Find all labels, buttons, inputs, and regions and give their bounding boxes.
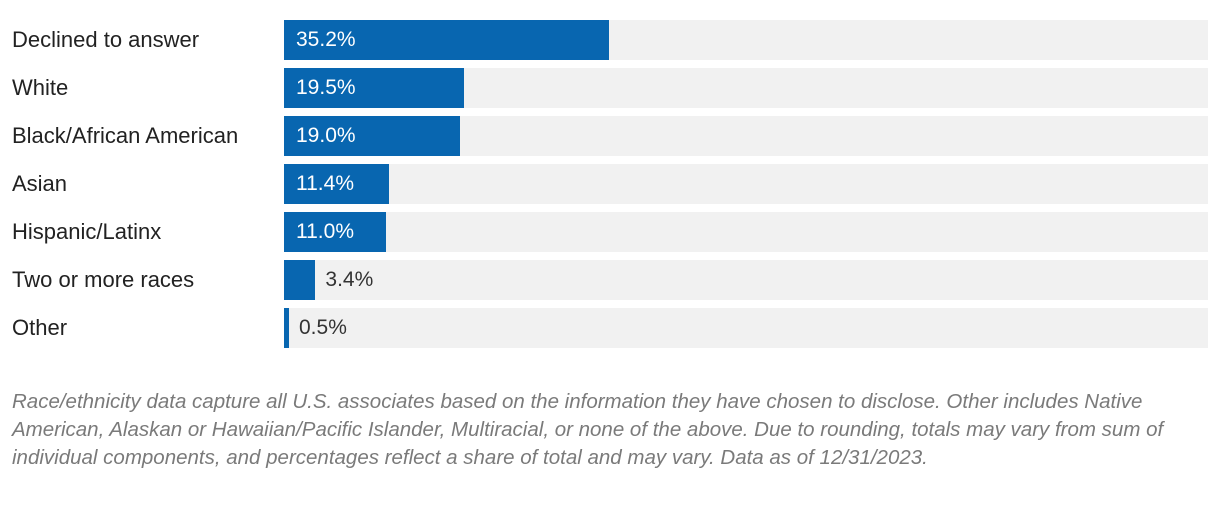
category-label: Asian	[12, 171, 68, 196]
bar	[284, 308, 289, 348]
bar-row: Hispanic/Latinx 11.0%	[0, 212, 1220, 252]
bar-row: Asian 11.4%	[0, 164, 1220, 204]
category-label: Hispanic/Latinx	[12, 219, 162, 244]
bar-row: Other 0.5%	[0, 308, 1220, 348]
bar-track	[284, 308, 1208, 348]
value-label: 0.5%	[299, 316, 347, 339]
category-label: Two or more races	[12, 267, 195, 292]
bar-row: White 19.5%	[0, 68, 1220, 108]
bar	[284, 164, 390, 204]
horizontal-bar-chart: Declined to answer 35.2% White 19.5% Black/A…	[0, 20, 1220, 348]
value-label: 11.0%	[296, 220, 354, 243]
category-label: White	[12, 75, 69, 100]
value-label: 3.4%	[325, 268, 374, 291]
value-label: 19.5%	[296, 76, 356, 99]
bar	[284, 116, 460, 156]
bar	[284, 260, 316, 300]
bar-track	[284, 164, 1208, 204]
category-label: Other	[12, 315, 68, 340]
bar-track	[284, 212, 1208, 252]
chart-footnote: Race/ethnicity data capture all U.S. ass…	[12, 390, 1164, 469]
bar	[284, 20, 610, 60]
bar-row: Two or more races 3.4%	[0, 260, 1220, 300]
bar-row: Declined to answer 35.2%	[0, 20, 1220, 60]
bar	[284, 68, 465, 108]
value-label: 35.2%	[296, 28, 356, 51]
bar	[284, 212, 386, 252]
category-label: Black/African American	[12, 123, 239, 148]
category-label: Declined to answer	[12, 27, 200, 52]
value-label: 19.0%	[296, 124, 356, 147]
bar-track	[284, 260, 1208, 300]
bar-row: Black/African American 19.0%	[0, 116, 1220, 156]
value-label: 11.4%	[296, 172, 354, 195]
